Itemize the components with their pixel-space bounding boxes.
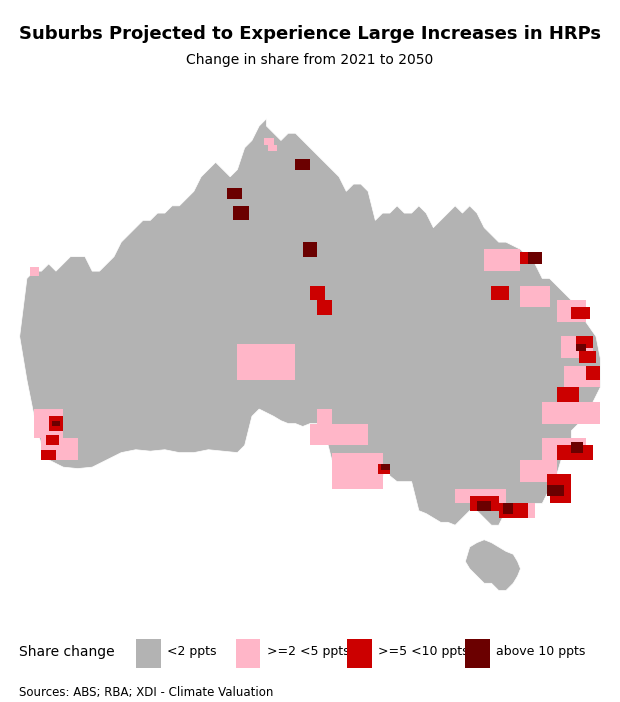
Bar	[42, 438, 78, 460]
Bar	[561, 336, 593, 358]
Bar	[477, 501, 492, 510]
Bar	[296, 159, 310, 170]
Bar	[317, 409, 332, 423]
Polygon shape	[237, 344, 296, 380]
Bar	[575, 336, 593, 348]
Bar	[49, 416, 63, 431]
Bar	[381, 464, 390, 470]
Bar	[528, 252, 542, 264]
Bar	[542, 402, 600, 423]
FancyBboxPatch shape	[347, 639, 372, 668]
Bar	[503, 503, 513, 514]
Bar	[317, 300, 332, 314]
Text: Share change: Share change	[19, 645, 114, 658]
Bar	[233, 206, 249, 220]
Bar	[303, 242, 317, 257]
Bar	[521, 252, 532, 264]
Bar	[30, 267, 38, 275]
Text: <2 ppts: <2 ppts	[167, 645, 217, 658]
Bar	[571, 442, 583, 453]
Bar	[547, 475, 571, 489]
Text: above 10 ppts: above 10 ppts	[496, 645, 585, 658]
Bar	[498, 503, 535, 518]
Bar	[542, 438, 586, 460]
Polygon shape	[466, 540, 521, 590]
Bar	[264, 138, 273, 145]
Bar	[578, 351, 596, 363]
Bar	[492, 286, 509, 300]
FancyBboxPatch shape	[465, 639, 490, 668]
Bar	[549, 489, 571, 503]
Bar	[575, 344, 586, 351]
Bar	[557, 445, 593, 460]
Bar	[564, 366, 600, 388]
Bar	[268, 145, 277, 151]
Text: Sources: ABS; RBA; XDI - Climate Valuation: Sources: ABS; RBA; XDI - Climate Valuati…	[19, 687, 273, 699]
FancyBboxPatch shape	[136, 639, 161, 668]
Bar	[378, 464, 390, 475]
Bar	[51, 420, 60, 427]
Bar	[455, 489, 506, 503]
Text: Suburbs Projected to Experience Large Increases in HRPs: Suburbs Projected to Experience Large In…	[19, 25, 601, 43]
Bar	[521, 286, 549, 307]
Bar	[42, 450, 56, 460]
Bar	[310, 286, 324, 300]
FancyBboxPatch shape	[236, 639, 260, 668]
Text: >=5 <10 ppts: >=5 <10 ppts	[378, 645, 469, 658]
Bar	[586, 366, 600, 380]
Bar	[521, 460, 557, 482]
Bar	[498, 503, 528, 518]
Bar	[310, 423, 368, 445]
Bar	[484, 249, 521, 271]
Polygon shape	[20, 119, 600, 525]
Bar	[332, 453, 383, 489]
Bar	[228, 188, 242, 199]
Bar	[557, 300, 586, 322]
Bar	[34, 409, 63, 438]
Bar	[470, 496, 498, 510]
Bar	[557, 388, 578, 402]
Bar	[571, 307, 590, 319]
Text: >=2 <5 ppts: >=2 <5 ppts	[267, 645, 349, 658]
Bar	[547, 484, 564, 496]
Text: Change in share from 2021 to 2050: Change in share from 2021 to 2050	[187, 53, 433, 67]
Bar	[46, 435, 59, 445]
